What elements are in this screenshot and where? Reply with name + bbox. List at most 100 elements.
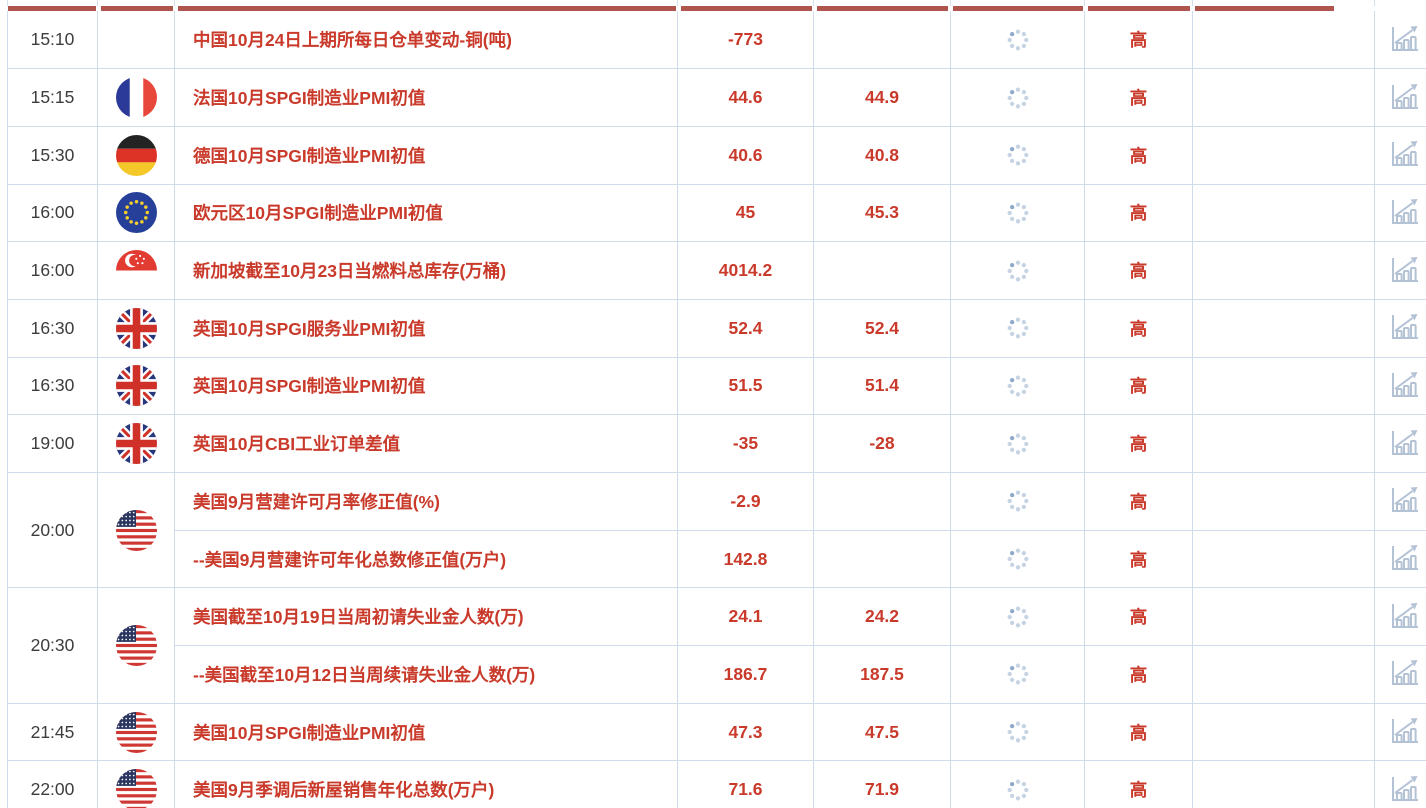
revised-loading-cell — [950, 414, 1085, 473]
loading-spinner-icon — [1007, 144, 1028, 166]
open-chart-button[interactable] — [1388, 193, 1421, 228]
open-chart-button[interactable] — [1388, 597, 1421, 632]
flag-cell — [97, 68, 175, 127]
flag-cell — [97, 125, 175, 185]
chart-cell — [1374, 11, 1426, 70]
flag-singapore-icon — [115, 250, 157, 292]
accent-bar-segment — [8, 6, 96, 11]
loading-spinner-icon — [1007, 260, 1028, 282]
revised-loading-cell — [950, 587, 1085, 647]
event-name: 美国9月营建许可月率修正值(%) — [174, 472, 678, 531]
event-name: 美国9月季调后新屋销售年化总数(万户) — [174, 760, 678, 808]
table-row: 19:00 英国10月CBI工业订单差值 -35 -28 高 — [7, 414, 1426, 473]
extra-cell — [1192, 529, 1375, 589]
actual-value: 142.8 — [677, 529, 814, 589]
accent-bar-segment — [817, 6, 948, 11]
revised-loading-cell — [950, 11, 1085, 70]
event-time: 21:45 — [7, 702, 98, 762]
chart-cell — [1374, 760, 1426, 808]
event-time: 16:30 — [7, 298, 98, 358]
revised-loading-cell — [950, 68, 1085, 127]
extra-cell — [1192, 702, 1375, 762]
event-time: 16:00 — [7, 241, 98, 300]
actual-value: 71.6 — [677, 760, 814, 808]
open-chart-button[interactable] — [1388, 366, 1421, 401]
loading-spinner-icon — [1007, 606, 1028, 628]
open-chart-button[interactable] — [1388, 654, 1421, 689]
table-row: --美国截至10月12日当周续请失业金人数(万) 186.7 187.5 高 — [8, 645, 1426, 704]
bar-chart-icon — [1391, 775, 1418, 801]
bar-chart-icon — [1391, 429, 1418, 455]
forecast-value: 71.9 — [813, 760, 951, 808]
actual-value: 40.6 — [677, 125, 814, 185]
accent-bar-segment — [1195, 6, 1334, 11]
bar-chart-icon — [1391, 141, 1418, 167]
event-name: 法国10月SPGI制造业PMI初值 — [174, 68, 678, 127]
bar-chart-icon — [1391, 371, 1418, 397]
forecast-value — [813, 11, 951, 70]
forecast-value: 40.8 — [813, 125, 951, 185]
flag-cell — [97, 298, 175, 358]
bar-chart-icon — [1391, 602, 1418, 628]
event-time: 15:10 — [7, 11, 98, 70]
forecast-value: 45.3 — [813, 183, 951, 243]
event-name: 新加坡截至10月23日当燃料总库存(万桶) — [174, 241, 678, 300]
flag-cell-empty — [97, 11, 175, 70]
extra-cell — [1192, 125, 1375, 185]
open-chart-button[interactable] — [1388, 539, 1421, 574]
loading-spinner-icon — [1007, 375, 1028, 397]
economic-calendar-table: 15:10 中国10月24日上期所每日仓单变动-铜(吨) -773 高 15:15 法国… — [7, 11, 1426, 808]
event-name: 德国10月SPGI制造业PMI初值 — [174, 125, 678, 185]
flag-us-icon — [115, 769, 157, 808]
bar-chart-icon — [1391, 256, 1418, 282]
extra-cell — [1192, 11, 1375, 70]
forecast-value — [813, 529, 951, 589]
open-chart-button[interactable] — [1388, 770, 1421, 805]
revised-loading-cell — [950, 760, 1085, 808]
loading-spinner-icon — [1007, 663, 1028, 685]
table-row: 16:00 新加坡截至10月23日当燃料总库存(万桶) 4014.2 高 — [7, 241, 1426, 300]
open-chart-button[interactable] — [1388, 78, 1421, 113]
forecast-value: 47.5 — [813, 702, 951, 762]
revised-loading-cell — [950, 645, 1085, 704]
bar-chart-icon — [1391, 314, 1418, 340]
table-row: 15:15 法国10月SPGI制造业PMI初值 44.6 44.9 高 — [7, 68, 1426, 127]
revised-loading-cell — [950, 529, 1085, 589]
open-chart-button[interactable] — [1388, 135, 1421, 170]
flag-cell — [97, 414, 175, 473]
extra-cell — [1192, 472, 1375, 531]
bar-chart-icon — [1391, 545, 1418, 571]
extra-cell — [1192, 183, 1375, 243]
actual-value: 186.7 — [677, 645, 814, 704]
flag-cell — [97, 702, 175, 762]
actual-value: 24.1 — [677, 587, 814, 647]
open-chart-button[interactable] — [1388, 481, 1421, 516]
forecast-value: -28 — [813, 414, 951, 473]
flag-uk-icon — [115, 307, 157, 349]
chart-cell — [1374, 414, 1426, 473]
loading-spinner-icon — [1007, 87, 1028, 108]
accent-bar-segment — [1088, 6, 1190, 11]
column-border-stub — [1374, 0, 1375, 6]
importance-badge: 高 — [1084, 472, 1193, 531]
event-name: 英国10月SPGI制造业PMI初值 — [174, 356, 678, 416]
importance-badge: 高 — [1084, 702, 1193, 762]
open-chart-button[interactable] — [1388, 308, 1421, 343]
actual-value: 4014.2 — [677, 241, 814, 300]
chart-cell — [1374, 298, 1426, 358]
chart-cell — [1374, 125, 1426, 185]
open-chart-button[interactable] — [1388, 20, 1421, 55]
event-name: 英国10月SPGI服务业PMI初值 — [174, 298, 678, 358]
flag-us-icon — [115, 625, 157, 667]
actual-value: -773 — [677, 11, 814, 70]
extra-cell — [1192, 760, 1375, 808]
chart-cell — [1374, 472, 1426, 531]
open-chart-button[interactable] — [1388, 424, 1421, 459]
revised-loading-cell — [950, 298, 1085, 358]
event-name: 中国10月24日上期所每日仓单变动-铜(吨) — [174, 11, 678, 70]
open-chart-button[interactable] — [1388, 251, 1421, 286]
accent-bar-segment — [178, 6, 676, 11]
column-border-stub — [1192, 0, 1193, 6]
open-chart-button[interactable] — [1388, 712, 1421, 747]
